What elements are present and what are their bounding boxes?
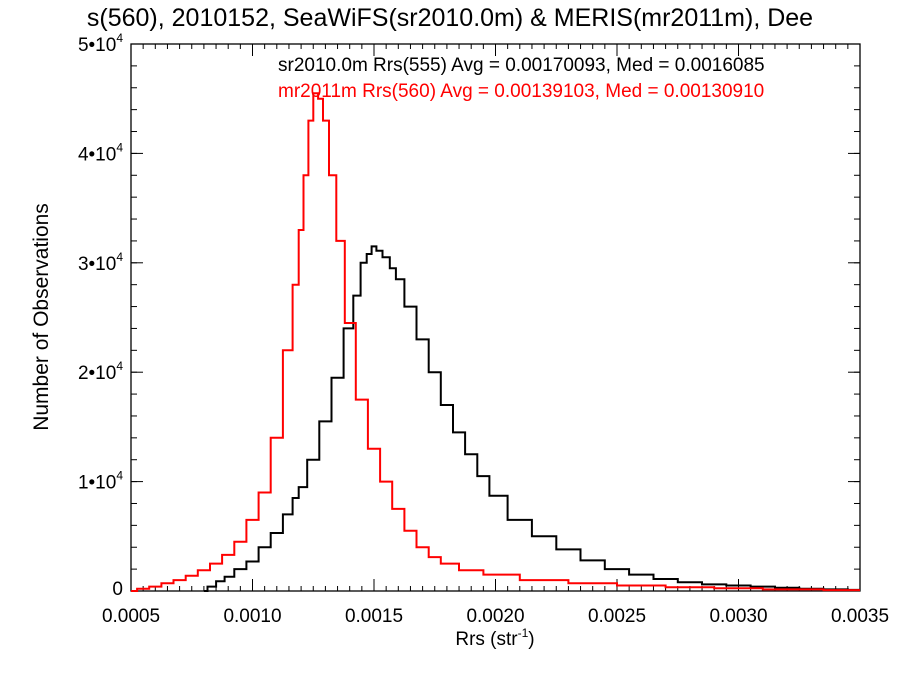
y-tick-label-exp: 4 [116, 31, 123, 45]
x-axis-label-exponent: -1 [518, 626, 529, 640]
series-lines [131, 92, 860, 592]
axis-ticks [130, 43, 861, 592]
y-axis-label: Number of Observations [30, 203, 53, 431]
x-axis-label: Rrs (str-1) [455, 626, 534, 650]
y-tick-label: 2•104 [78, 359, 123, 384]
y-tick-label: 5•104 [78, 31, 123, 56]
x-tick-label: 0.0005 [102, 606, 160, 627]
y-tick-label: 3•104 [78, 250, 123, 275]
y-tick-label-exp: 4 [116, 469, 123, 483]
x-tick-label: 0.0030 [709, 606, 767, 627]
y-tick-label: 4•104 [78, 140, 123, 165]
x-tick-label: 0.0025 [588, 606, 646, 627]
x-tick-label: 0.0015 [345, 606, 403, 627]
y-tick-label-exp: 4 [116, 359, 123, 373]
y-tick-label-base: 3•10 [78, 254, 116, 275]
y-tick-label-base: 1•10 [78, 473, 116, 494]
plot-frame [130, 43, 861, 592]
y-tick-label-base: 2•10 [78, 363, 116, 384]
y-tick-label: 1•104 [78, 469, 123, 494]
y-tick-label-base: 4•10 [78, 144, 116, 165]
x-tick-label: 0.0035 [831, 606, 889, 627]
stats-annotations: sr2010.0m Rrs(555) Avg = 0.00170093, Med… [278, 55, 765, 102]
y-tick-label-exp: 4 [116, 140, 123, 154]
y-tick-label-exp: 4 [116, 250, 123, 264]
x-tick-label: 0.0020 [466, 606, 524, 627]
series-line-1 [131, 92, 860, 592]
x-tick-label: 0.0010 [223, 606, 281, 627]
stats-annotation: mr2011m Rrs(560) Avg = 0.00139103, Med =… [278, 81, 764, 102]
chart-title: s(560), 2010152, SeaWiFS(sr2010.0m) & ME… [87, 4, 813, 32]
x-axis-label-text: Rrs (str [455, 629, 518, 650]
series-line-0 [203, 245, 860, 592]
x-tick-labels: 0.0005 0.0010 0.0015 0.0020 0.0025 0.0030 0.00… [102, 606, 889, 627]
y-tick-label-base: 0 [112, 579, 123, 600]
stats-annotation: sr2010.0m Rrs(555) Avg = 0.00170093, Med… [278, 55, 765, 76]
y-tick-label: 0 [112, 579, 123, 600]
x-axis-label-close: ) [528, 629, 534, 650]
y-tick-label-base: 5•10 [78, 35, 116, 56]
